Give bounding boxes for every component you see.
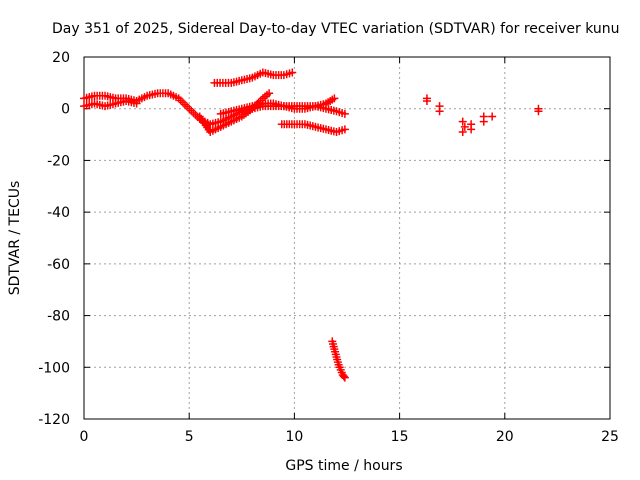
x-tick-label: 20 [496, 429, 514, 445]
data-point [435, 107, 444, 116]
plot-frame [83, 56, 611, 420]
data-point [460, 122, 469, 131]
x-tick-label: 15 [391, 429, 409, 445]
data-point [340, 373, 349, 382]
x-tick-label: 25 [601, 429, 619, 445]
y-tick-label: -20 [47, 153, 70, 169]
data-point [132, 99, 141, 108]
y-tick-label: -120 [38, 412, 70, 428]
x-axis-label: GPS time / hours [285, 458, 402, 474]
x-tick-label: 10 [285, 429, 303, 445]
y-tick-label: 20 [52, 50, 70, 66]
ticks: 0 5 10 15 20 25 20 0 -20 -40 -60 -80 -100 -120 [38, 50, 619, 445]
y-tick-label: 0 [61, 102, 70, 118]
data-point [330, 94, 339, 103]
data-point [467, 125, 476, 134]
x-tick-label: 5 [185, 429, 194, 445]
y-axis-label: SDTVAR / TECUs [7, 181, 23, 296]
data-marks [80, 68, 543, 382]
data-point [458, 117, 467, 126]
data-point [479, 117, 488, 126]
grid [84, 57, 610, 419]
y-tick-label: -60 [47, 257, 70, 273]
x-tick-label: 0 [80, 429, 89, 445]
data-point [488, 112, 497, 121]
data-point [340, 109, 349, 118]
data-point [534, 107, 543, 116]
chart-title: Day 351 of 2025, Sidereal Day-to-day VTE… [52, 21, 620, 37]
y-tick-label: -40 [47, 205, 70, 221]
data-point [339, 372, 348, 381]
y-tick-label: -80 [47, 309, 70, 325]
data-point [265, 89, 274, 98]
data-point [458, 127, 467, 136]
y-tick-label: -100 [38, 360, 70, 376]
data-point [340, 125, 349, 134]
data-point [422, 94, 431, 103]
data-point [288, 68, 297, 77]
